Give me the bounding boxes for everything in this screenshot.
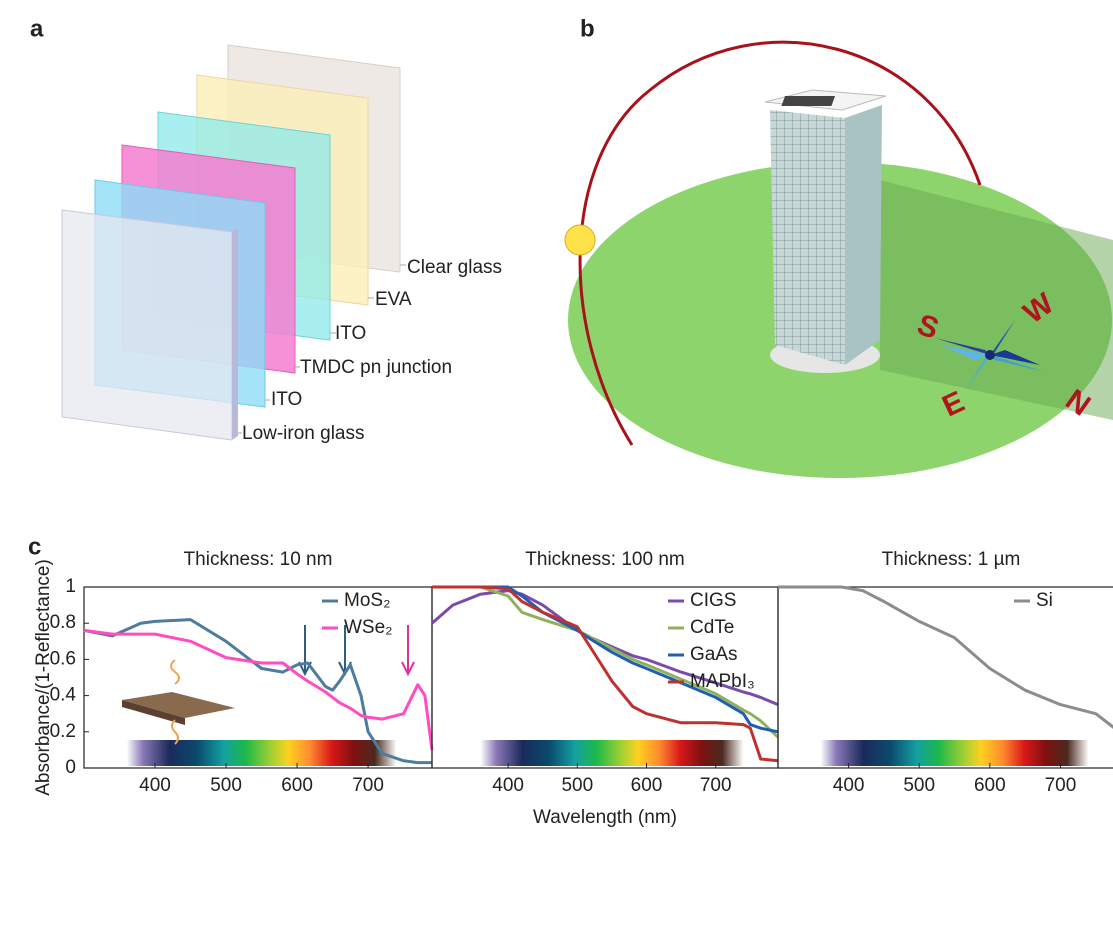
y-axis-label: Absorbance/(1-Reflectance) <box>33 559 54 796</box>
chart-title: Thickness: 10 nm <box>184 549 333 570</box>
legend-label: Si <box>1036 590 1053 611</box>
legend-label: CIGS <box>690 590 736 611</box>
x-tick-label: 600 <box>974 775 1006 796</box>
layer-label: ITO <box>271 389 302 410</box>
x-tick-label: 400 <box>833 775 865 796</box>
layer-label: ITO <box>335 323 366 344</box>
legend-label: WSe₂ <box>344 617 393 638</box>
spectrum-bar <box>480 740 743 766</box>
x-tick-label: 700 <box>700 775 732 796</box>
x-tick-label: 700 <box>352 775 384 796</box>
panel-label: c <box>28 533 41 560</box>
panel-label: a <box>30 15 44 42</box>
x-tick-label: 500 <box>561 775 593 796</box>
layer-stack <box>62 45 400 440</box>
legend-label: GaAs <box>690 644 738 665</box>
chart-title: Thickness: 100 nm <box>525 549 684 570</box>
figure: a b c Clear glass EVA ITO TMDC pn juncti… <box>0 0 1113 943</box>
x-tick-label: 500 <box>903 775 935 796</box>
legend-label: CdTe <box>690 617 734 638</box>
x-tick-label: 400 <box>492 775 524 796</box>
x-tick-label: 700 <box>1045 775 1077 796</box>
sun <box>565 225 595 255</box>
spectrum-bar <box>127 740 397 766</box>
layer-label: TMDC pn junction <box>300 357 452 378</box>
chart-title: Thickness: 1 µm <box>882 549 1021 570</box>
legend-label: MoS₂ <box>344 590 390 611</box>
y-tick-label: 0 <box>65 757 76 778</box>
building <box>765 90 886 373</box>
x-tick-label: 500 <box>210 775 242 796</box>
x-tick-label: 400 <box>139 775 171 796</box>
y-tick-label: 1 <box>65 576 76 597</box>
x-tick-label: 600 <box>631 775 663 796</box>
x-axis-label: Wavelength (nm) <box>533 807 677 828</box>
spectrum-bar <box>820 740 1088 766</box>
series-line <box>778 587 1113 735</box>
panel-label: b <box>580 15 595 42</box>
peak-arrow <box>402 625 414 674</box>
layer-label: Clear glass <box>407 257 502 278</box>
legend-label: MAPbI₃ <box>690 671 755 692</box>
x-tick-label: 600 <box>281 775 313 796</box>
series-line <box>84 630 432 750</box>
layer-label: EVA <box>375 289 412 310</box>
layer-label: Low-iron glass <box>242 423 365 444</box>
